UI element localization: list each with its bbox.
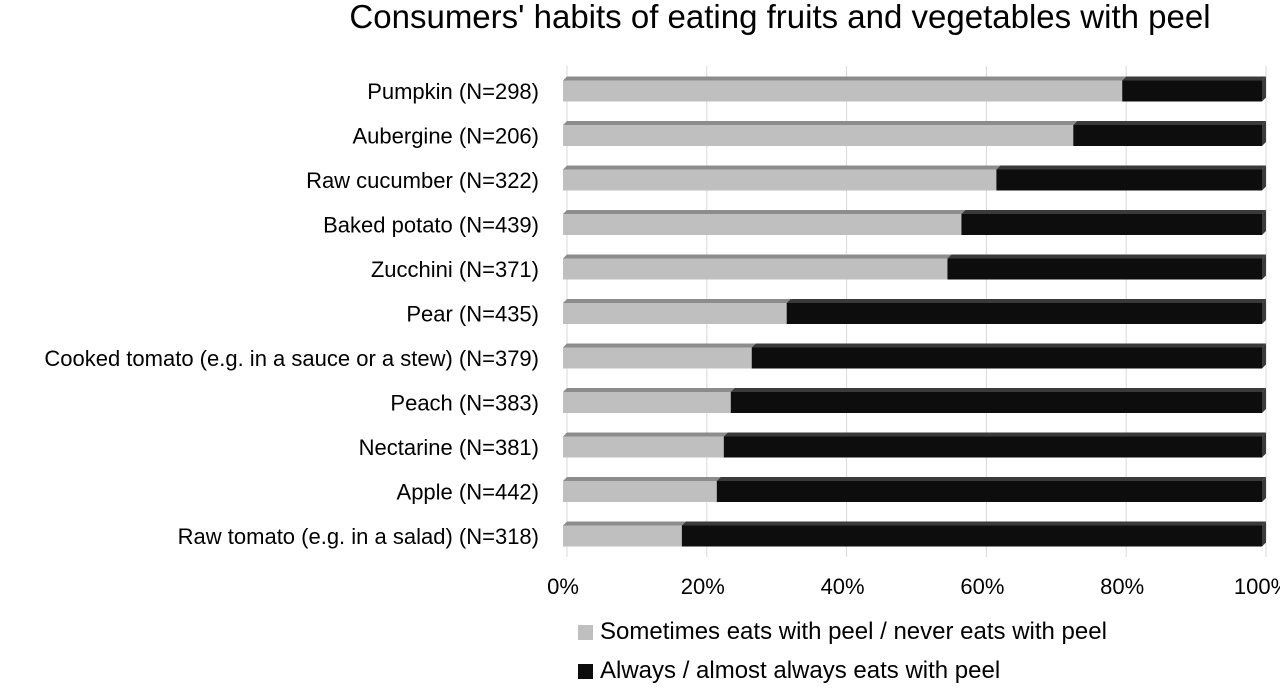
bar-top-face: [1122, 76, 1266, 81]
bar-always: [786, 303, 1262, 324]
bar-always: [996, 169, 1262, 191]
bar-top-face: [563, 343, 756, 348]
category-label: Cooked tomato (e.g. in a sauce or a stew…: [44, 346, 539, 371]
bar-always: [947, 258, 1262, 280]
category-label: Peach (N=383): [390, 391, 539, 416]
x-tick-label: 100%: [1234, 574, 1280, 599]
bar-top-face: [961, 210, 1266, 214]
bar-top-face: [716, 477, 1266, 481]
bar-always: [961, 214, 1262, 235]
bar-sometimes: [563, 525, 682, 547]
category-label: Pear (N=435): [406, 302, 539, 327]
category-label: Apple (N=442): [397, 480, 539, 505]
bar-side-face: [1262, 254, 1266, 280]
x-tick-label: 80%: [1100, 574, 1144, 599]
legend-label-sometimes: Sometimes eats with peel / never eats wi…: [600, 618, 1107, 645]
bar-side-face: [1262, 432, 1266, 458]
x-tick-label: 40%: [821, 574, 865, 599]
bar-always: [730, 392, 1262, 413]
bar-series: [563, 76, 1266, 547]
legend-item-sometimes: Sometimes eats with peel / never eats wi…: [578, 618, 1107, 646]
bar-side-face: [1262, 210, 1266, 235]
bar-top-face: [947, 254, 1266, 259]
x-tick-label: 20%: [681, 574, 725, 599]
legend-swatch-sometimes: [578, 624, 593, 640]
bar-sometimes: [563, 481, 717, 502]
bar-top-face: [681, 521, 1266, 526]
legend-label-always: Always / almost always eats with peel: [600, 657, 1001, 684]
bar-side-face: [1262, 165, 1266, 191]
bar-sometimes: [563, 258, 948, 280]
category-label: Zucchini (N=371): [371, 257, 539, 282]
x-tick-label: 0%: [547, 574, 579, 599]
bar-always: [1122, 80, 1262, 102]
bar-top-face: [563, 76, 1127, 81]
bar-sometimes: [563, 214, 962, 235]
bar-top-face: [996, 165, 1266, 170]
bar-side-face: [1262, 388, 1266, 413]
bar-top-face: [563, 432, 728, 437]
bar-sometimes: [563, 347, 752, 369]
bar-always: [723, 436, 1262, 458]
bar-always: [716, 481, 1262, 502]
bar-sometimes: [563, 303, 787, 324]
bar-always: [1073, 125, 1262, 146]
bar-sometimes: [563, 436, 724, 458]
bar-top-face: [563, 477, 721, 481]
bar-sometimes: [563, 80, 1123, 102]
bar-top-face: [563, 121, 1078, 125]
bar-top-face: [563, 165, 1001, 170]
bar-sometimes: [563, 169, 997, 191]
category-labels: Pumpkin (N=298) Aubergine (N=206) Raw cucu…: [44, 79, 539, 549]
bar-side-face: [1262, 521, 1266, 547]
bar-top-face: [751, 343, 1266, 348]
bar-top-face: [730, 388, 1266, 392]
bar-top-face: [563, 388, 735, 392]
category-label: Baked potato (N=439): [323, 213, 539, 238]
bar-side-face: [1262, 343, 1266, 369]
category-label: Raw cucumber (N=322): [306, 168, 539, 193]
category-label: Nectarine (N=381): [359, 435, 539, 460]
bar-top-face: [563, 254, 952, 259]
bar-side-face: [1262, 477, 1266, 502]
bar-top-face: [563, 521, 686, 526]
chart-title: Consumers' habits of eating fruits and v…: [349, 0, 1210, 35]
bar-sometimes: [563, 392, 731, 413]
bar-side-face: [1262, 76, 1266, 102]
bar-side-face: [1262, 299, 1266, 324]
bar-side-face: [1262, 121, 1266, 146]
bar-top-face: [563, 299, 791, 303]
chart-plot: Consumers' habits of eating fruits and v…: [44, 0, 1280, 599]
category-label: Pumpkin (N=298): [367, 79, 539, 104]
bar-top-face: [786, 299, 1266, 303]
bar-top-face: [1073, 121, 1266, 125]
category-label: Aubergine (N=206): [352, 124, 539, 149]
bar-top-face: [723, 432, 1266, 437]
bar-always: [751, 347, 1262, 369]
bar-top-face: [563, 210, 966, 214]
bar-always: [681, 525, 1262, 547]
legend-swatch-always: [578, 663, 593, 679]
bar-sometimes: [563, 125, 1074, 146]
category-label: Raw tomato (e.g. in a salad) (N=318): [178, 524, 539, 549]
legend-item-always: Always / almost always eats with peel: [578, 657, 1000, 685]
x-tick-label: 60%: [960, 574, 1004, 599]
x-axis-ticks: 0% 20% 40% 60% 80% 100%: [547, 574, 1280, 599]
